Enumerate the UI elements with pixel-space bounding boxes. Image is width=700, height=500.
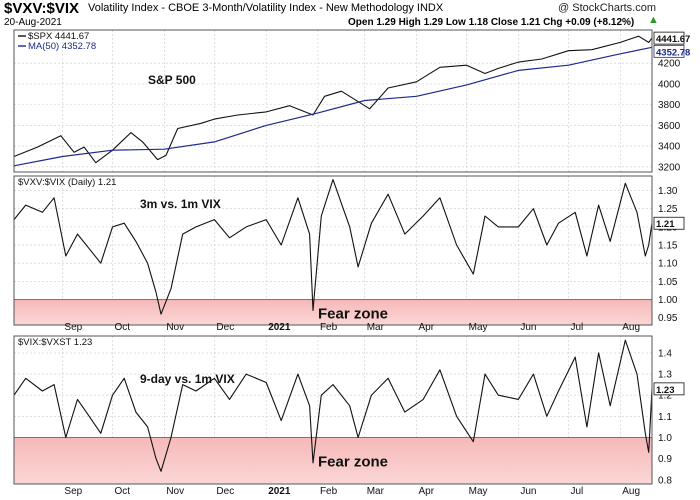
y-tick-label: 1.10 xyxy=(658,259,678,270)
x-tick-label: Dec xyxy=(216,486,234,497)
frame-layer xyxy=(13,29,653,485)
y-tick-label: 3800 xyxy=(658,100,681,111)
ohlc-readout: Open 1.29 High 1.29 Low 1.18 Close 1.21 … xyxy=(348,17,635,28)
y-tick-label: 1.25 xyxy=(658,204,678,215)
badge-text: 4352.78 xyxy=(656,47,690,58)
panel-annotation: 3m vs. 1m VIX xyxy=(140,197,221,211)
grid-layer xyxy=(14,30,652,484)
x-tick-label: Jun xyxy=(520,322,536,333)
series-layer xyxy=(13,35,653,472)
badge-text: 1.21 xyxy=(656,219,675,230)
y-tick-label: 1.2 xyxy=(658,391,672,402)
x-tick-label: Mar xyxy=(367,322,385,333)
badge-box xyxy=(653,44,685,58)
panel-annotation: 9-day vs. 1m VIX xyxy=(140,372,235,386)
chart-symbol: $VXV:$VIX xyxy=(4,0,80,17)
x-tick-label: Aug xyxy=(622,486,640,497)
y-tick-label: 1.00 xyxy=(658,295,678,306)
y-tick-label: 0.95 xyxy=(658,313,678,324)
x-tick-label: Feb xyxy=(320,486,338,497)
x-tick-label: Nov xyxy=(166,322,184,333)
credit-text: @ StockCharts.com xyxy=(558,2,656,14)
series-line-2 xyxy=(13,339,653,472)
y-tick-label: 3600 xyxy=(658,121,681,132)
x-tick-label: Jul xyxy=(570,322,583,333)
y-tick-label: 0.8 xyxy=(658,475,672,486)
x-tick-label: Jul xyxy=(570,486,583,497)
x-tick-label: Oct xyxy=(115,322,131,333)
y-tick-label: 1.30 xyxy=(658,186,678,197)
badge-text: 4441.67 xyxy=(656,34,690,45)
last-value-badge: 4441.67 xyxy=(653,31,690,45)
x-tick-label: Feb xyxy=(320,322,338,333)
x-tick-label: Oct xyxy=(115,486,131,497)
up-arrow-icon: ▲ xyxy=(648,14,659,26)
legend-entry: MA(50) 4352.78 xyxy=(28,41,96,52)
x-tick-label: May xyxy=(469,322,488,333)
last-value-badge: 1.21 xyxy=(653,216,685,230)
y-tick-label: 1.4 xyxy=(658,348,672,359)
legend-entry: $SPX 4441.67 xyxy=(28,31,89,42)
x-tick-label: Apr xyxy=(419,486,435,497)
y-tick-label: 1.3 xyxy=(658,370,672,381)
y-tick-label: 1.15 xyxy=(658,241,678,252)
text-layer: 3200 3400 3600 3800 4000 4200 $SPX 4441.67MA(5… xyxy=(18,31,690,497)
legend-entry: $VXV:$VIX (Daily) 1.21 xyxy=(18,177,116,188)
x-tick-label: Mar xyxy=(367,486,385,497)
y-tick-label: 0.9 xyxy=(658,454,672,465)
x-tick-label: Nov xyxy=(166,486,184,497)
x-tick-label: Dec xyxy=(216,322,234,333)
chart-description: Volatility Index - CBOE 3-Month/Volatili… xyxy=(88,2,444,14)
ma50-line xyxy=(13,46,653,167)
panel-frame xyxy=(13,175,653,326)
badge-box xyxy=(653,216,685,230)
x-tick-label: Jun xyxy=(520,486,536,497)
last-value-badge: 1.23 xyxy=(653,382,685,396)
badge-box xyxy=(653,382,685,396)
y-tick-label: 1.1 xyxy=(658,412,672,423)
x-tick-label: Sep xyxy=(64,322,82,333)
y-tick-label: 4000 xyxy=(658,79,681,90)
badge-box xyxy=(653,31,685,45)
x-tick-label: May xyxy=(469,486,488,497)
chart-date: 20-Aug-2021 xyxy=(4,17,62,28)
y-tick-label: 3400 xyxy=(658,142,681,153)
fear-zone-label: Fear zone xyxy=(318,454,388,471)
series-line-1 xyxy=(13,179,653,315)
y-tick-label: 3200 xyxy=(658,162,681,173)
panel-frame xyxy=(13,335,653,485)
last-value-badge-ma: 4352.78 xyxy=(653,44,690,58)
fear-zone-layer xyxy=(13,299,653,485)
x-tick-label: Apr xyxy=(419,322,435,333)
y-tick-label: 4200 xyxy=(658,59,681,70)
x-tick-label: 2021 xyxy=(268,486,291,497)
panel-frame xyxy=(13,29,653,173)
series-line-0 xyxy=(13,35,653,164)
y-tick-label: 1.0 xyxy=(658,433,672,444)
x-tick-label: Aug xyxy=(622,322,640,333)
legend-entry: $VIX:$VXST 1.23 xyxy=(18,337,92,348)
y-tick-label: 1.05 xyxy=(658,277,678,288)
x-tick-label: Sep xyxy=(64,486,82,497)
panel-annotation: S&P 500 xyxy=(148,73,196,87)
x-tick-label: 2021 xyxy=(268,322,291,333)
badge-text: 1.23 xyxy=(656,385,675,396)
fear-zone-label: Fear zone xyxy=(318,305,388,322)
